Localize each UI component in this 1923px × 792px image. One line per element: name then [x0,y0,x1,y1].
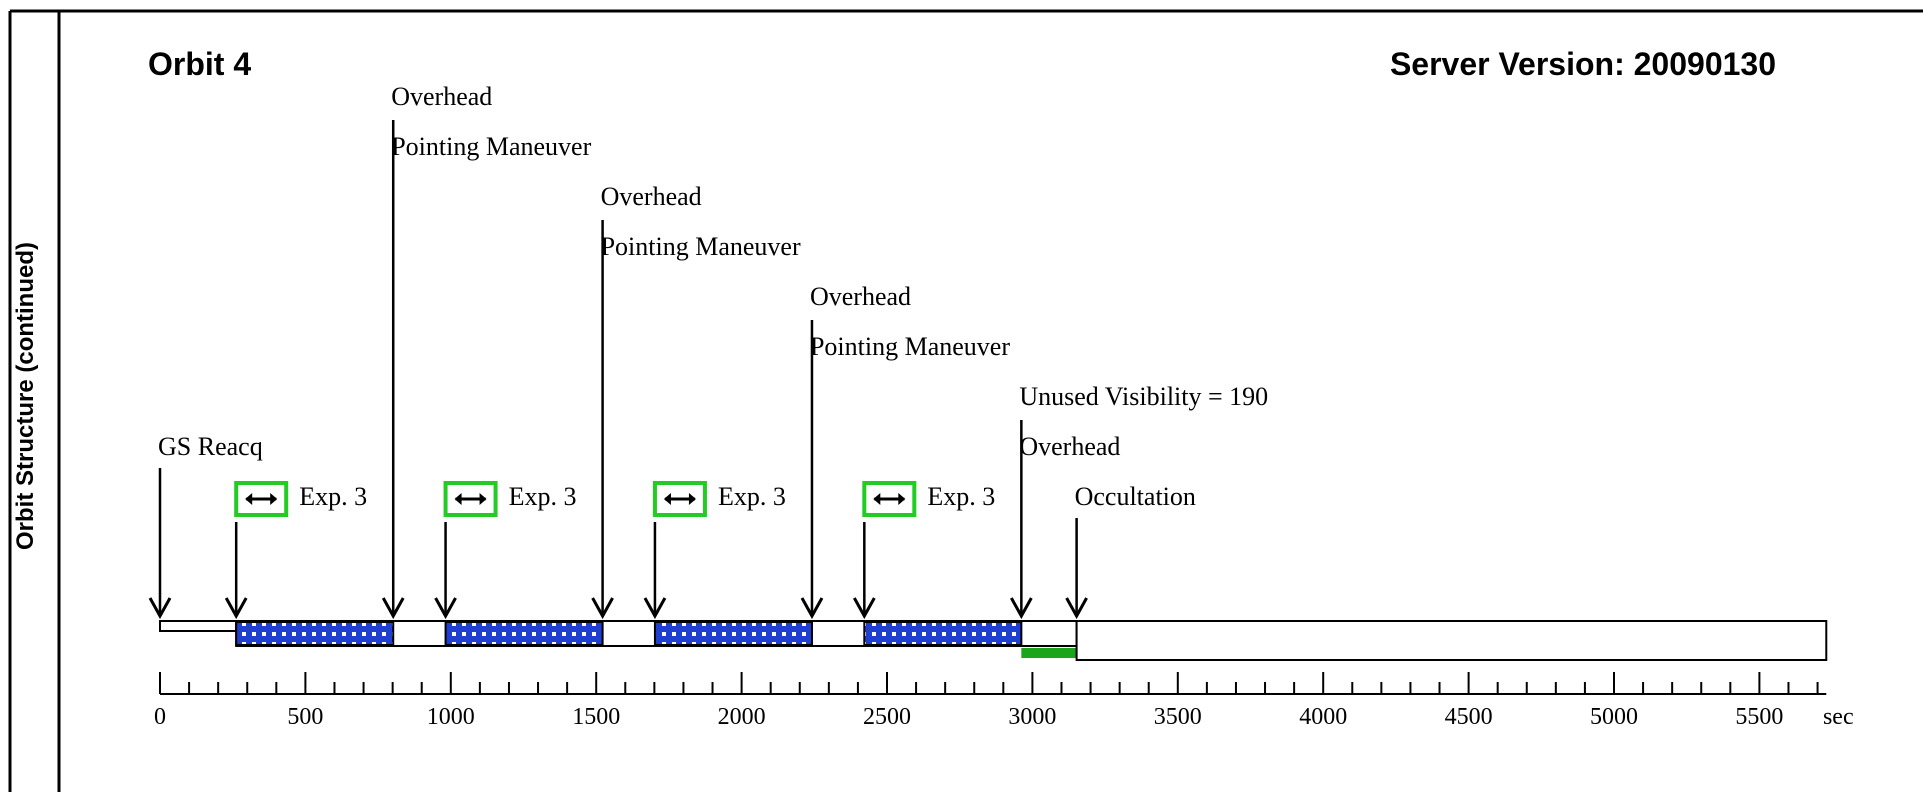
event-arrow-icon [591,597,614,620]
event-label: Pointing Maneuver [810,332,1010,361]
exposure-label-1: Exp. 3 [234,481,367,517]
event-label: Overhead [601,182,702,211]
event-marker-exp-2-start [434,522,457,620]
event-label: GS Reacq [158,432,263,461]
exposure-duration-icon [443,481,498,517]
reacq-bar [159,620,238,632]
event-marker-overhead-2: Overhead Pointing Maneuver [591,182,801,620]
axis-unit-label: sec [1823,704,1854,730]
event-arrow-icon [1010,597,1033,620]
exposure-label-4: Exp. 3 [862,481,995,517]
time-axis: 0 500 1000 1500 2000 2500 3000 3500 4000 4500 5000… [154,672,1854,730]
event-marker-exp-3-start [643,522,667,620]
axis-tick-label: 3500 [1154,704,1202,730]
unused-visibility-bar [1021,648,1077,658]
exposure-bar-2 [444,621,604,646]
event-marker-exp-4-start [853,522,876,620]
event-arrow-icon [434,597,457,620]
orbit-title: Orbit 4 [148,46,251,82]
server-version: Server Version: 20090130 [1390,46,1776,82]
axis-tick-label: 1000 [427,704,475,730]
exposure-bar-3 [653,621,813,646]
event-label: Occultation [1075,482,1196,511]
event-marker-overhead-3: Overhead Pointing Maneuver [800,282,1010,620]
axis-tick-label: 4000 [1299,704,1347,730]
event-label: Overhead [810,282,911,311]
axis-tick-label: 2500 [863,704,911,730]
axis-tick-label: 3000 [1008,704,1056,730]
exposure-name: Exp. 3 [927,482,995,511]
axis-tick-label: 5000 [1590,704,1638,730]
exposure-label-3: Exp. 3 [652,481,786,517]
event-arrow-icon [853,597,876,620]
exposure-bar-4 [863,621,1023,646]
event-marker-gs-reacq: GS Reacq [148,432,263,620]
event-label: Pointing Maneuver [391,132,591,161]
exposure-labels: Exp. 3 Exp. 3 Exp. 3 Exp. 3 [234,481,995,517]
event-marker-exp-1-start [224,522,248,620]
axis-tick-label: 5500 [1735,704,1783,730]
double-arrow-heads-icon [663,493,696,505]
double-arrow-heads-icon [454,493,487,505]
event-arrow-icon [148,597,172,620]
event-arrow-icon [381,597,405,620]
event-label: Pointing Maneuver [601,232,801,261]
exposure-name: Exp. 3 [299,482,367,511]
axis-tick-label: 2000 [718,704,766,730]
event-marker-overhead-1: Overhead Pointing Maneuver [381,82,592,620]
axis-tick-label: 500 [287,704,323,730]
occultation-bar [1075,620,1828,661]
axis-tick-label: 0 [154,704,166,730]
double-arrow-heads-icon [245,493,278,505]
event-marker-occultation: Occultation [1065,482,1196,620]
exposure-duration-icon [234,481,289,517]
axis-tick-label: 1500 [572,704,620,730]
timeline-layer [159,620,1828,661]
event-arrow-icon [1065,597,1088,620]
event-label: Overhead [391,82,492,111]
event-arrow-icon [643,597,667,620]
exposure-label-2: Exp. 3 [443,481,577,517]
event-arrow-icon [800,597,824,620]
event-arrow-icon [224,597,248,620]
event-label: Unused Visibility = 190 [1019,382,1268,411]
event-label: Overhead [1019,432,1120,461]
exposure-bar-1 [235,621,395,646]
exposure-name: Exp. 3 [509,482,577,511]
exposure-name: Exp. 3 [718,482,786,511]
double-arrow-heads-icon [873,493,906,505]
axis-tick-label: 4500 [1445,704,1493,730]
event-marker-unused-overhead: Unused Visibility = 190 Overhead [1010,382,1268,620]
